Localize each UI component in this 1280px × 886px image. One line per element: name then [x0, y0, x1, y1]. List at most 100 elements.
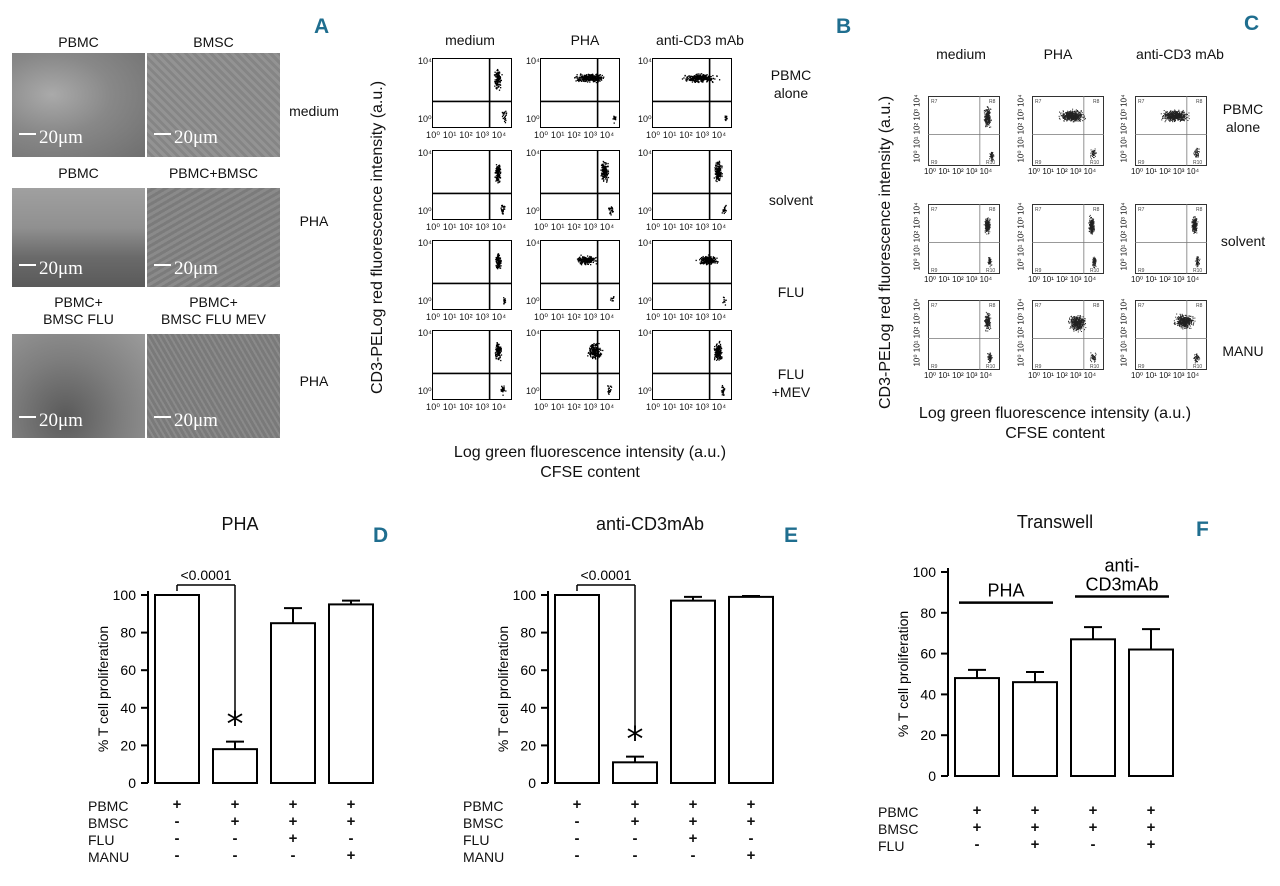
y-tick-labels: 10⁰ 10¹ 10² 10³ 10⁴: [1016, 298, 1026, 367]
y-axis-label: CD3-PELog red fluorescence intensity (a.…: [877, 95, 894, 409]
condition-sign: -: [748, 830, 754, 847]
panel-letter-d: D: [373, 524, 389, 547]
condition-sign: -: [574, 847, 580, 864]
condition-sign: -: [174, 847, 180, 864]
condition-sign: -: [574, 813, 580, 830]
y-tick-labels: 10⁰ 10¹ 10² 10³ 10⁴: [912, 202, 922, 271]
condition-sign: +: [688, 830, 698, 847]
row-label: MANU: [1222, 343, 1264, 359]
condition-sign: +: [1146, 802, 1156, 819]
x-tick-labels: 10⁰ 10¹ 10² 10³ 10⁴: [924, 275, 993, 284]
p-value-label: <0.0001: [581, 567, 632, 583]
y-tick-label: 10⁴: [526, 328, 540, 338]
micrograph-image: 20μm: [12, 53, 145, 157]
x-tick-labels: 10⁰ 10¹ 10² 10³ 10⁴: [426, 312, 507, 322]
svg-text:R8: R8: [989, 207, 996, 213]
bar: [1070, 638, 1116, 777]
y-tick-label: 10⁴: [526, 148, 540, 158]
x-tick-labels: 10⁰ 10¹ 10² 10³ 10⁴: [426, 402, 507, 412]
y-tick-label: 10⁴: [418, 238, 432, 248]
bar: [612, 761, 658, 785]
significance-star: *: [227, 705, 244, 745]
bar-chart-plot: 0 20 40 60 80 100 % T cell proliferation <0.000…: [95, 567, 374, 791]
micrograph-title: PBMC: [58, 34, 99, 50]
condition-row-label: PBMC: [88, 798, 129, 814]
y-tick-label: 10⁴: [418, 148, 432, 158]
svg-text:R8: R8: [1196, 99, 1203, 105]
svg-text:R9: R9: [1035, 160, 1042, 166]
y-axis-label: % T cell proliferation: [895, 611, 911, 737]
flow-cytometry-plot: [652, 240, 732, 310]
y-tick-label: 20: [120, 737, 136, 753]
condition-sign: -: [632, 847, 638, 864]
flow-cytometry-plot: R7 R8 R9 R10: [928, 96, 1000, 166]
y-tick-label: 80: [120, 625, 136, 641]
condition-sign: -: [1090, 836, 1096, 853]
row-label: FLU +MEV: [771, 366, 811, 401]
scale-bar-label: 20μm: [39, 258, 83, 279]
svg-text:R9: R9: [1138, 160, 1145, 166]
x-tick-labels: 10⁰ 10¹ 10² 10³ 10⁴: [1028, 371, 1097, 380]
condition-sign: +: [346, 847, 356, 864]
x-tick-labels: 10⁰ 10¹ 10² 10³ 10⁴: [1028, 275, 1097, 284]
flow-cytometry-plot: [432, 150, 512, 220]
condition-sign: +: [172, 796, 182, 813]
x-axis-sublabel: CFSE content: [540, 464, 640, 481]
condition-row-label: MANU: [463, 849, 505, 865]
p-value-label: <0.0001: [181, 567, 232, 583]
column-header: anti-CD3 mAb: [656, 32, 744, 48]
chart-title-f: Transwell: [1016, 512, 1094, 532]
x-axis-sublabel: CFSE content: [1005, 425, 1105, 442]
group-label: anti-: [1104, 555, 1139, 575]
row-label: PHA: [299, 213, 329, 229]
micrograph-title: BMSC: [193, 34, 234, 50]
condition-row-label: BMSC: [878, 821, 919, 837]
flow-cytometry-plot: [432, 330, 512, 400]
svg-text:R10: R10: [986, 160, 995, 166]
y-tick-label: 10⁰: [526, 386, 540, 396]
bar: [728, 595, 774, 784]
svg-text:R9: R9: [1035, 268, 1042, 274]
svg-text:R9: R9: [931, 160, 938, 166]
y-tick-label: 10⁰: [526, 206, 540, 216]
flow-cytometry-plot: [432, 58, 512, 128]
column-header: medium: [936, 46, 986, 62]
y-tick-label: 60: [520, 662, 536, 678]
y-tick-labels: 10⁰ 10¹ 10² 10³ 10⁴: [1119, 202, 1129, 271]
svg-text:R7: R7: [1138, 207, 1145, 213]
micrograph-title: PBMC: [58, 165, 99, 181]
x-tick-labels: 10⁰ 10¹ 10² 10³ 10⁴: [646, 402, 727, 412]
x-tick-labels: 10⁰ 10¹ 10² 10³ 10⁴: [1131, 371, 1200, 380]
flow-cytometry-plot: [432, 240, 512, 310]
condition-sign: +: [346, 813, 356, 830]
panel-letter-b: B: [836, 15, 852, 38]
condition-row-label: BMSC: [88, 815, 129, 831]
x-tick-labels: 10⁰ 10¹ 10² 10³ 10⁴: [1131, 275, 1200, 284]
y-tick-label: 20: [920, 727, 936, 743]
bar: [554, 594, 600, 784]
panel-letter-a: A: [314, 15, 330, 38]
y-tick-label: 10⁴: [526, 238, 540, 248]
svg-text:R10: R10: [986, 268, 995, 274]
svg-text:R8: R8: [1196, 207, 1203, 213]
svg-text:R10: R10: [1193, 160, 1202, 166]
row-label: medium: [289, 103, 339, 119]
x-tick-labels: 10⁰ 10¹ 10² 10³ 10⁴: [534, 222, 615, 232]
bar: [212, 748, 258, 785]
y-tick-label: 10⁰: [638, 206, 652, 216]
y-tick-label: 10⁰: [638, 386, 652, 396]
y-tick-label: 0: [928, 768, 936, 784]
micrograph-title: PBMC+BMSC: [168, 165, 259, 181]
y-tick-labels: 10⁰ 10¹ 10² 10³ 10⁴: [912, 94, 922, 163]
condition-sign: +: [1030, 819, 1040, 836]
condition-sign: +: [1088, 802, 1098, 819]
condition-sign: +: [288, 813, 298, 830]
condition-sign: +: [346, 796, 356, 813]
condition-sign: +: [288, 796, 298, 813]
x-tick-labels: 10⁰ 10¹ 10² 10³ 10⁴: [924, 371, 993, 380]
row-label: solvent: [1220, 233, 1266, 249]
x-tick-labels: 10⁰ 10¹ 10² 10³ 10⁴: [534, 130, 615, 140]
condition-sign: +: [972, 819, 982, 836]
bar-chart-plot: 0 20 40 60 80 100 % T cell proliferation <0.000…: [495, 567, 774, 791]
bar-chart-plot: 0 20 40 60 80 100 % T cell proliferation PHA ant…: [895, 555, 1174, 784]
